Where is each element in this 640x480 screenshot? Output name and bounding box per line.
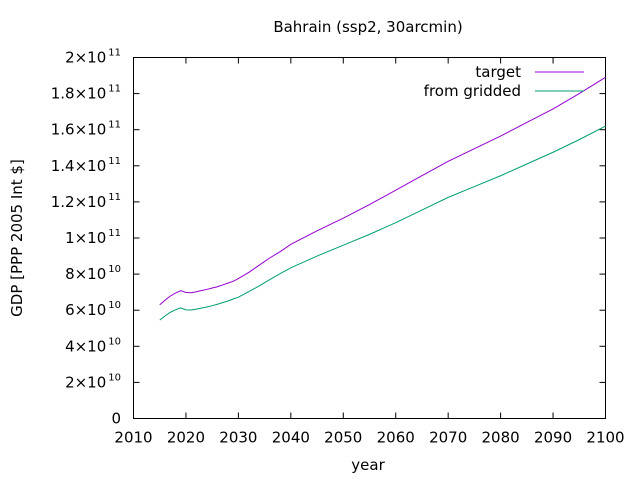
y-tick-exponent: 11 [108,120,121,131]
legend-label: target [475,63,521,81]
y-tick-exponent: 10 [108,264,121,275]
y-tick-mantissa: 1.6×10 [51,121,107,139]
x-tick-label: 2020 [167,429,205,447]
y-tick-label: 2×10 11 [65,48,121,67]
y-tick-exponent: 11 [108,48,121,59]
x-tick-label: 2030 [219,429,257,447]
y-tick-mantissa: 1.4×10 [51,157,107,175]
x-tick-label: 2050 [324,429,362,447]
y-tick-exponent: 11 [108,156,121,167]
x-tick-label: 2010 [114,429,152,447]
x-tick-label: 2040 [272,429,310,447]
y-tick-label: 8×10 10 [65,264,121,283]
chart-title: Bahrain (ssp2, 30arcmin) [273,18,462,36]
y-tick-exponent: 11 [108,192,121,203]
x-axis-ticks: 2010 2020 2030 2040 2050 2060 2070 2080 2090 2100 [114,57,625,447]
y-tick-mantissa: 2×10 [65,49,106,67]
y-tick-label: 4×10 10 [65,336,121,355]
y-tick-exponent: 10 [108,372,121,383]
y-tick-label: 2×10 10 [65,372,121,391]
y-tick-mantissa: 1.2×10 [51,193,107,211]
series-lines [159,76,606,321]
y-tick-mantissa: 2×10 [65,373,106,391]
y-tick-label: 0 [111,410,121,428]
y-tick-exponent: 10 [108,300,121,311]
y-tick-mantissa: 1.8×10 [51,85,107,103]
y-tick-label: 6×10 10 [65,300,121,319]
plot-frame [133,57,606,419]
y-tick-label: 1×10 11 [65,228,121,247]
x-tick-label: 2090 [534,429,572,447]
y-tick-mantissa: 4×10 [65,337,106,355]
legend-label: from gridded [424,82,521,100]
y-tick-label: 1.8×10 11 [51,84,121,103]
series-line-1 [159,125,606,321]
y-tick-mantissa: 1×10 [65,229,106,247]
x-tick-label: 2100 [586,429,624,447]
x-tick-label: 2070 [429,429,467,447]
y-tick-exponent: 11 [108,84,121,95]
y-tick-label: 1.2×10 11 [51,192,121,211]
y-tick-mantissa: 6×10 [65,301,106,319]
y-axis-label: GDP [PPP 2005 Int $] [8,159,26,317]
x-axis-label: year [351,456,385,474]
series-line-0 [159,76,606,306]
x-tick-label: 2080 [482,429,520,447]
y-tick-label: 1.6×10 11 [51,120,121,139]
x-tick-label: 2060 [377,429,415,447]
y-tick-exponent: 10 [108,336,121,347]
y-tick-mantissa: 8×10 [65,265,106,283]
y-axis-ticks: 02×10 104×10 106×10 108×10 101×10 111.2×10 111… [51,48,606,428]
y-tick-label: 1.4×10 11 [51,156,121,175]
y-tick-mantissa: 0 [111,410,121,428]
y-tick-exponent: 11 [108,228,121,239]
